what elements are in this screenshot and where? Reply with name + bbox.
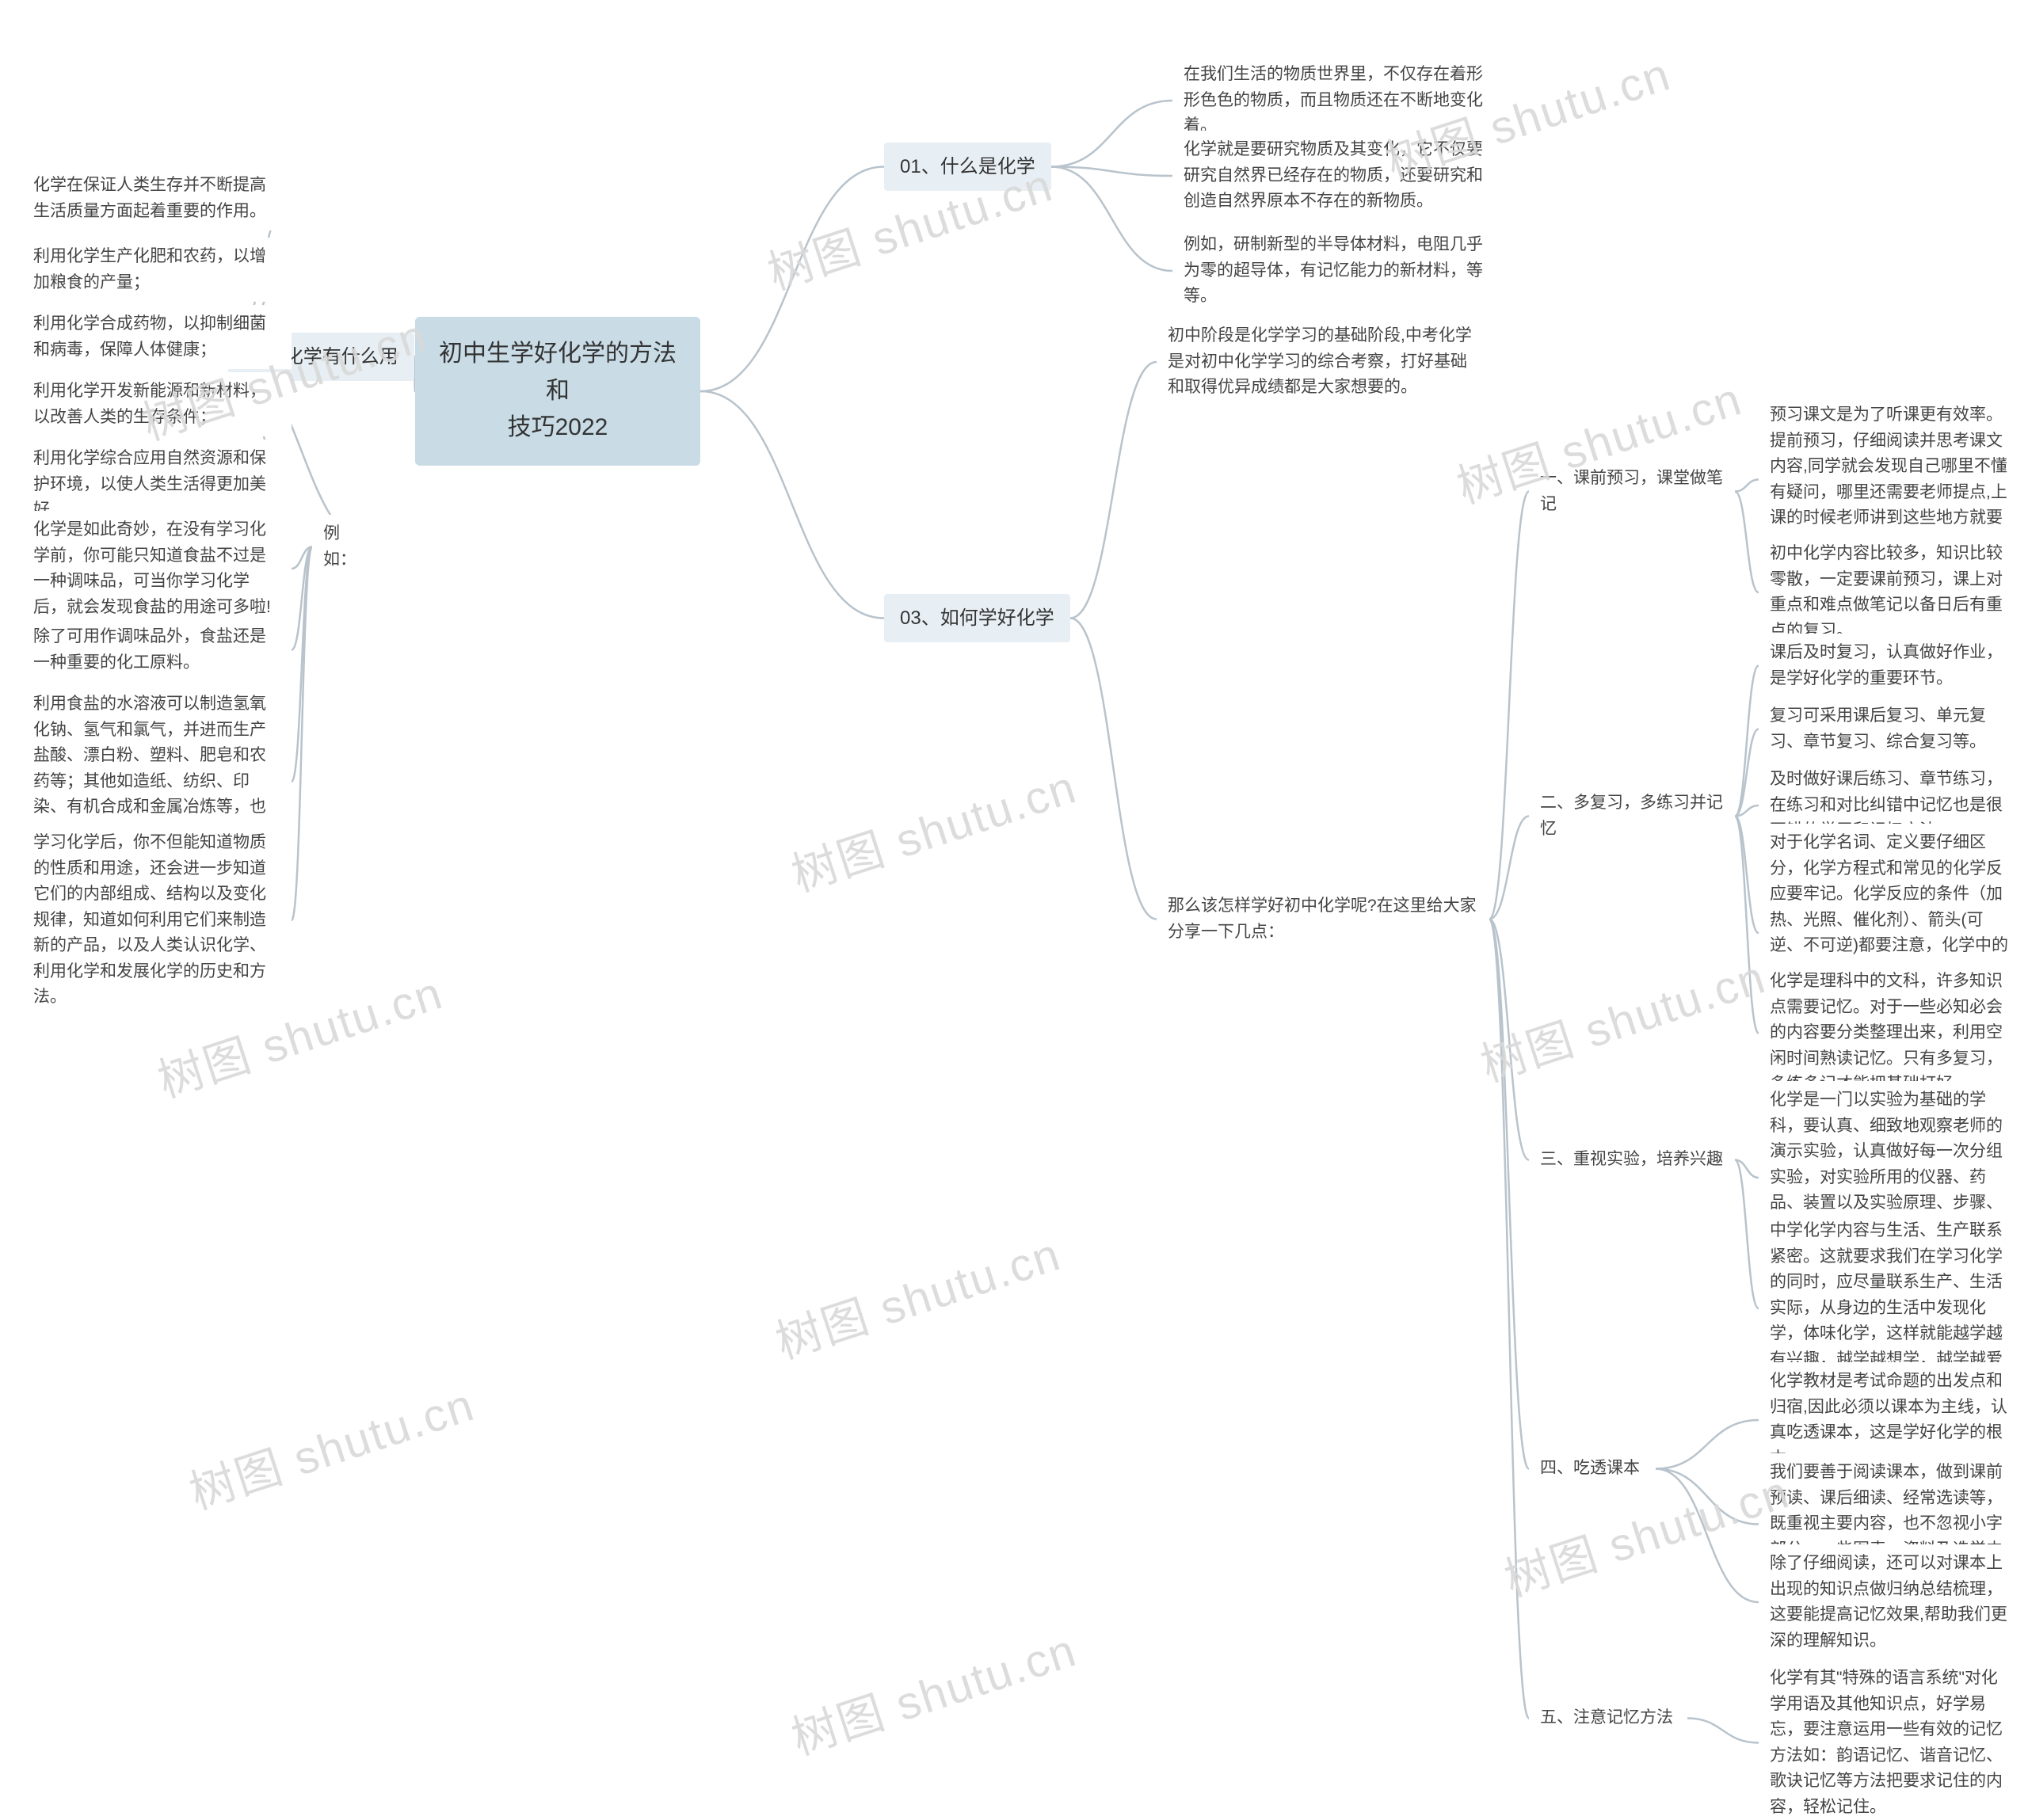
- branch-03-label: 03、如何学好化学: [900, 607, 1054, 629]
- root-text-line1: 初中生学好化学的方法和: [439, 341, 677, 404]
- b02-leaf-2: 利用化学生产化肥和农药，以增加粮食的产量；: [22, 238, 292, 302]
- b02-leaf-5-text: 利用化学综合应用自然资源和保护环境，以使人类生活得更加美好。: [33, 449, 266, 519]
- b01-leaf-2-text: 化学就是要研究物质及其变化，它不仅要研究自然界已经存在的物质，还要研究和创造自然…: [1184, 140, 1483, 210]
- b02-leaf-4-text: 利用化学开发新能源和新材料，以改善人类的生存条件；: [33, 382, 266, 426]
- g1-leaf-2-text: 初中化学内容比较多，知识比较零散，一定要课前预习，课上对重点和难点做笔记以备日后…: [1770, 544, 2003, 640]
- b03-g1: 一、课前预习，课堂做笔记: [1529, 459, 1735, 524]
- b03-g3-label: 三、重视实验，培养兴趣: [1540, 1150, 1723, 1168]
- b02-ex1-text: 化学是如此奇妙，在没有学习化学前，你可能只知道食盐不过是一种调味品，可当你学习化…: [33, 520, 271, 616]
- watermark: 树图 shutu.cn: [766, 1217, 1068, 1372]
- watermark: 树图 shutu.cn: [180, 1368, 482, 1522]
- b03-sub: 那么该怎样学好初中化学呢?在这里给大家分享一下几点：: [1157, 887, 1489, 951]
- watermark: 树图 shutu.cn: [782, 1613, 1084, 1768]
- b02-ex-leaf-4: 学习化学后，你不但能知道物质的性质和用途，还会进一步知道它们的内部组成、结构以及…: [22, 824, 292, 1017]
- g4-leaf-3: 除了仔细阅读，还可以对课本上出现的知识点做归纳总结梳理，这要能提高记忆效果,帮助…: [1759, 1544, 2020, 1660]
- b03-g1-label: 一、课前预习，课堂做笔记: [1540, 469, 1723, 513]
- b03-g5-label: 五、注意记忆方法: [1540, 1708, 1673, 1727]
- b02-leaf-3-text: 利用化学合成药物，以抑制细菌和病毒，保障人体健康；: [33, 314, 266, 359]
- b01-leaf-3-text: 例如，研制新型的半导体材料，电阻几乎为零的超导体，有记忆能力的新材料，等等。: [1184, 235, 1483, 305]
- b02-ex4-text: 学习化学后，你不但能知道物质的性质和用途，还会进一步知道它们的内部组成、结构以及…: [33, 833, 266, 1006]
- b01-leaf-2: 化学就是要研究物质及其变化，它不仅要研究自然界已经存在的物质，还要研究和创造自然…: [1172, 131, 1505, 221]
- g2-leaf-1: 课后及时复习，认真做好作业，是学好化学的重要环节。: [1759, 634, 2020, 698]
- b02-ex2-text: 除了可用作调味品外，食盐还是一种重要的化工原料。: [33, 627, 266, 672]
- b01-leaf-3: 例如，研制新型的半导体材料，电阻几乎为零的超导体，有记忆能力的新材料，等等。: [1172, 226, 1505, 316]
- b03-g4: 四、吃透课本: [1529, 1449, 1656, 1488]
- branch-01: 01、什么是化学: [884, 143, 1051, 191]
- watermark: 树图 shutu.cn: [782, 750, 1084, 904]
- b02-leaf-4: 利用化学开发新能源和新材料，以改善人类的生存条件；: [22, 372, 292, 436]
- b01-leaf-1-text: 在我们生活的物质世界里，不仅存在着形形色色的物质，而且物质还在不断地变化着。: [1184, 65, 1483, 135]
- b03-g2: 二、多复习，多练习并记忆: [1529, 784, 1735, 848]
- b03-g4-label: 四、吃透课本: [1540, 1459, 1640, 1477]
- b02-ex-leaf-1: 化学是如此奇妙，在没有学习化学前，你可能只知道食盐不过是一种调味品，可当你学习化…: [22, 511, 292, 626]
- root-text-line2: 技巧2022: [508, 414, 608, 440]
- g2-leaf-5-text: 化学是理科中的文科，许多知识点需要记忆。对于一些必知必会的内容要分类整理出来，利…: [1770, 972, 2003, 1093]
- b03-intro: 初中阶段是化学学习的基础阶段,中考化学是对初中化学学习的综合考察，打好基础和取得…: [1157, 317, 1489, 407]
- b02-leaf-1-text: 化学在保证人类生存并不断提高生活质量方面起着重要的作用。: [33, 176, 266, 220]
- g2-leaf-1-text: 课后及时复习，认真做好作业，是学好化学的重要环节。: [1770, 643, 2003, 687]
- g2-leaf-2: 复习可采用课后复习、单元复习、章节复习、综合复习等。: [1759, 697, 2020, 761]
- b03-g2-label: 二、多复习，多练习并记忆: [1540, 794, 1723, 838]
- g2-leaf-2-text: 复习可采用课后复习、单元复习、章节复习、综合复习等。: [1770, 706, 1986, 751]
- branch-03: 03、如何学好化学: [884, 594, 1070, 642]
- connector-layer: [0, 0, 2028, 1820]
- b03-g5: 五、注意记忆方法: [1529, 1699, 1687, 1738]
- b02-example-label-text: 例如：: [323, 524, 356, 569]
- watermark: 树图 shutu.cn: [1471, 940, 1773, 1095]
- g5-leaf-1-text: 化学有其"特殊的语言系统"对化学用语及其他知识点，好学易忘，要注意运用一些有效的…: [1770, 1669, 2003, 1816]
- b03-intro-text: 初中阶段是化学学习的基础阶段,中考化学是对初中化学学习的综合考察，打好基础和取得…: [1168, 326, 1472, 396]
- b02-example-label: 例如：: [312, 515, 375, 579]
- b02-ex-leaf-2: 除了可用作调味品外，食盐还是一种重要的化工原料。: [22, 618, 292, 682]
- g5-leaf-1: 化学有其"特殊的语言系统"对化学用语及其他知识点，好学易忘，要注意运用一些有效的…: [1759, 1659, 2020, 1820]
- b03-sub-text: 那么该怎样学好初中化学呢?在这里给大家分享一下几点：: [1168, 897, 1477, 941]
- root-node: 初中生学好化学的方法和 技巧2022: [415, 317, 700, 466]
- branch-01-label: 01、什么是化学: [900, 156, 1035, 177]
- b02-leaf-3: 利用化学合成药物，以抑制细菌和病毒，保障人体健康；: [22, 305, 292, 369]
- b02-leaf-2-text: 利用化学生产化肥和农药，以增加粮食的产量；: [33, 247, 266, 291]
- g4-leaf-3-text: 除了仔细阅读，还可以对课本上出现的知识点做归纳总结梳理，这要能提高记忆效果,帮助…: [1770, 1554, 2007, 1650]
- b02-leaf-1: 化学在保证人类生存并不断提高生活质量方面起着重要的作用。: [22, 166, 292, 230]
- g1-leaf-1-text: 预习课文是为了听课更有效率。提前预习，仔细阅读并思考课文内容,同学就会发现自己哪…: [1770, 406, 2007, 553]
- b03-g3: 三、重视实验，培养兴趣: [1529, 1140, 1735, 1179]
